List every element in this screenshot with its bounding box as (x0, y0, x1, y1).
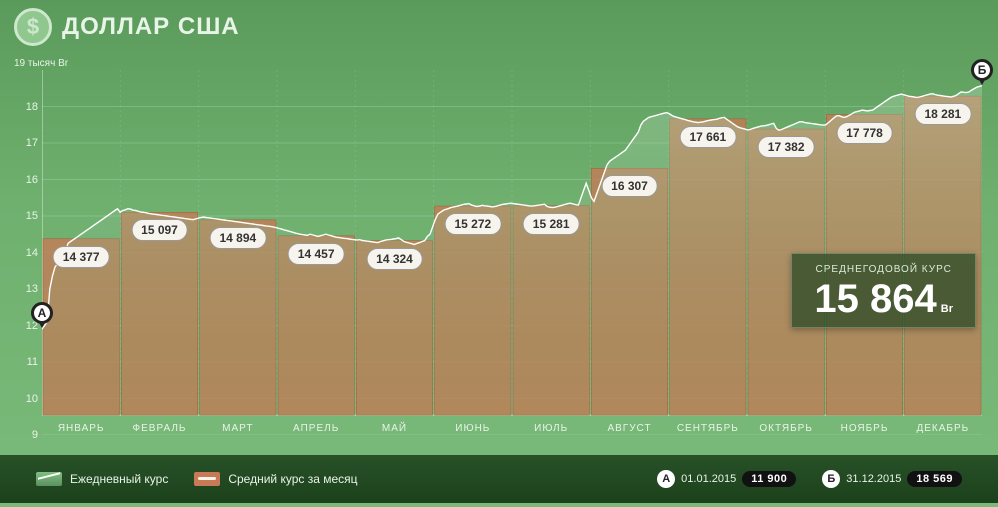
x-tick: ИЮЛЬ (534, 423, 568, 434)
x-tick: ФЕВРАЛЬ (133, 423, 187, 434)
month-avg-pill: 17 778 (836, 122, 893, 144)
x-tick: НОЯБРЬ (841, 423, 889, 434)
x-tick: ИЮНЬ (455, 423, 490, 434)
marker-b-dot: Б (822, 470, 840, 488)
x-tick: ОКТЯБРЬ (759, 423, 813, 434)
marker-a-date: 01.01.2015 (681, 473, 736, 485)
marker-a-ref: А 01.01.2015 11 900 (657, 470, 796, 488)
legend-daily-swatch (36, 472, 62, 486)
x-tick: АВГУСТ (607, 423, 651, 434)
x-tick: МАЙ (382, 423, 407, 434)
marker-b-date: 31.12.2015 (846, 473, 901, 485)
x-tick: ДЕКАБРЬ (916, 423, 969, 434)
month-avg-pill: 15 097 (131, 219, 188, 241)
y-tick: 16 (14, 174, 38, 186)
page-title: ДОЛЛАР США (62, 13, 240, 41)
header: $ ДОЛЛАР США (14, 8, 240, 46)
x-tick: АПРЕЛЬ (293, 423, 339, 434)
legend-bar: Ежедневный курс Средний курс за месяц А … (0, 455, 998, 503)
y-top-label: 19 тысяч Br (14, 58, 68, 69)
x-tick: МАРТ (222, 423, 253, 434)
marker-b-pin: Б (971, 59, 993, 81)
dollar-icon: $ (14, 8, 52, 46)
legend-monthly: Средний курс за месяц (194, 472, 357, 486)
y-tick: 13 (14, 283, 38, 295)
month-avg-pill: 14 894 (209, 227, 266, 249)
y-tick: 10 (14, 393, 38, 405)
legend-monthly-swatch (194, 472, 220, 486)
y-tick: 9 (14, 429, 38, 441)
marker-a-pin: А (31, 302, 53, 324)
month-avg-pill: 18 281 (914, 103, 971, 125)
legend-daily: Ежедневный курс (36, 472, 168, 486)
annual-summary: СРЕДНЕГОДОВОЙ КУРС 15 864Br (791, 253, 976, 328)
month-avg-pill: 14 377 (53, 246, 110, 268)
marker-a-dot: А (657, 470, 675, 488)
marker-a-value: 11 900 (742, 471, 796, 487)
month-avg-pill: 17 661 (679, 126, 736, 148)
annual-caption: СРЕДНЕГОДОВОЙ КУРС (814, 264, 953, 275)
y-tick: 14 (14, 247, 38, 259)
month-avg-pill: 15 272 (444, 213, 501, 235)
y-tick: 18 (14, 101, 38, 113)
month-avg-pill: 16 307 (601, 175, 658, 197)
month-avg-pill: 15 281 (523, 213, 580, 235)
x-tick: ЯНВАРЬ (58, 423, 105, 434)
legend-daily-label: Ежедневный курс (70, 472, 168, 486)
month-avg-pill: 17 382 (758, 136, 815, 158)
y-tick: 17 (14, 137, 38, 149)
month-avg-pill: 14 457 (288, 243, 345, 265)
legend-monthly-label: Средний курс за месяц (228, 472, 357, 486)
marker-b-value: 18 569 (907, 471, 962, 487)
y-tick: 11 (14, 356, 38, 368)
y-tick: 15 (14, 210, 38, 222)
annual-value: 15 864Br (814, 279, 953, 319)
x-tick: СЕНТЯБРЬ (677, 423, 739, 434)
marker-b-ref: Б 31.12.2015 18 569 (822, 470, 962, 488)
month-avg-pill: 14 324 (366, 248, 423, 270)
